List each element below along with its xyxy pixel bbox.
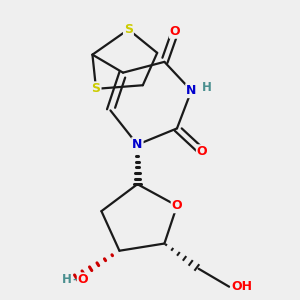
Text: O: O bbox=[170, 25, 181, 38]
Text: O: O bbox=[172, 199, 182, 212]
Text: H: H bbox=[62, 273, 72, 286]
Text: O: O bbox=[197, 145, 208, 158]
Text: H: H bbox=[202, 81, 212, 94]
Text: S: S bbox=[124, 23, 133, 36]
Text: -: - bbox=[73, 274, 77, 284]
Text: N: N bbox=[132, 138, 142, 151]
Text: O: O bbox=[77, 273, 88, 286]
Text: OH: OH bbox=[231, 280, 252, 293]
Text: S: S bbox=[92, 82, 100, 95]
Text: N: N bbox=[186, 84, 197, 97]
